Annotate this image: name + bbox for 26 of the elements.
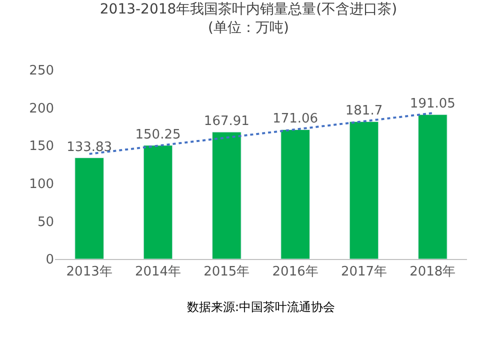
y-tick-label: 0 xyxy=(46,252,54,268)
bar xyxy=(349,121,379,259)
y-tick-label: 200 xyxy=(29,101,54,116)
x-tick-label: 2016年 xyxy=(272,264,318,280)
y-tick-label: 100 xyxy=(29,176,54,192)
chart-title: 2013-2018年我国茶叶内销量总量(不含进口茶) (单位：万吨) xyxy=(100,2,398,36)
x-tick-label: 2013年 xyxy=(66,264,112,280)
bar xyxy=(212,132,242,259)
bar xyxy=(418,114,448,259)
bar xyxy=(143,145,173,259)
bar xyxy=(74,158,104,259)
data-label: 150.25 xyxy=(135,127,181,142)
bar xyxy=(280,129,310,259)
data-label: 181.7 xyxy=(345,104,383,119)
data-label: 171.06 xyxy=(272,112,318,127)
data-label: 191.05 xyxy=(410,96,456,112)
x-tick-label: 2017年 xyxy=(340,264,388,280)
source-note: 数据来源:中国茶叶流通协会 xyxy=(187,300,336,314)
y-tick-label: 250 xyxy=(29,64,54,79)
x-tick-label: 2014年 xyxy=(134,264,182,280)
data-label: 167.91 xyxy=(204,114,250,130)
x-tick-label: 2015年 xyxy=(204,264,250,280)
data-label: 133.83 xyxy=(66,140,112,155)
x-tick-label: 2018年 xyxy=(410,264,456,280)
y-tick-label: 150 xyxy=(29,139,54,154)
y-tick-label: 50 xyxy=(37,214,54,230)
